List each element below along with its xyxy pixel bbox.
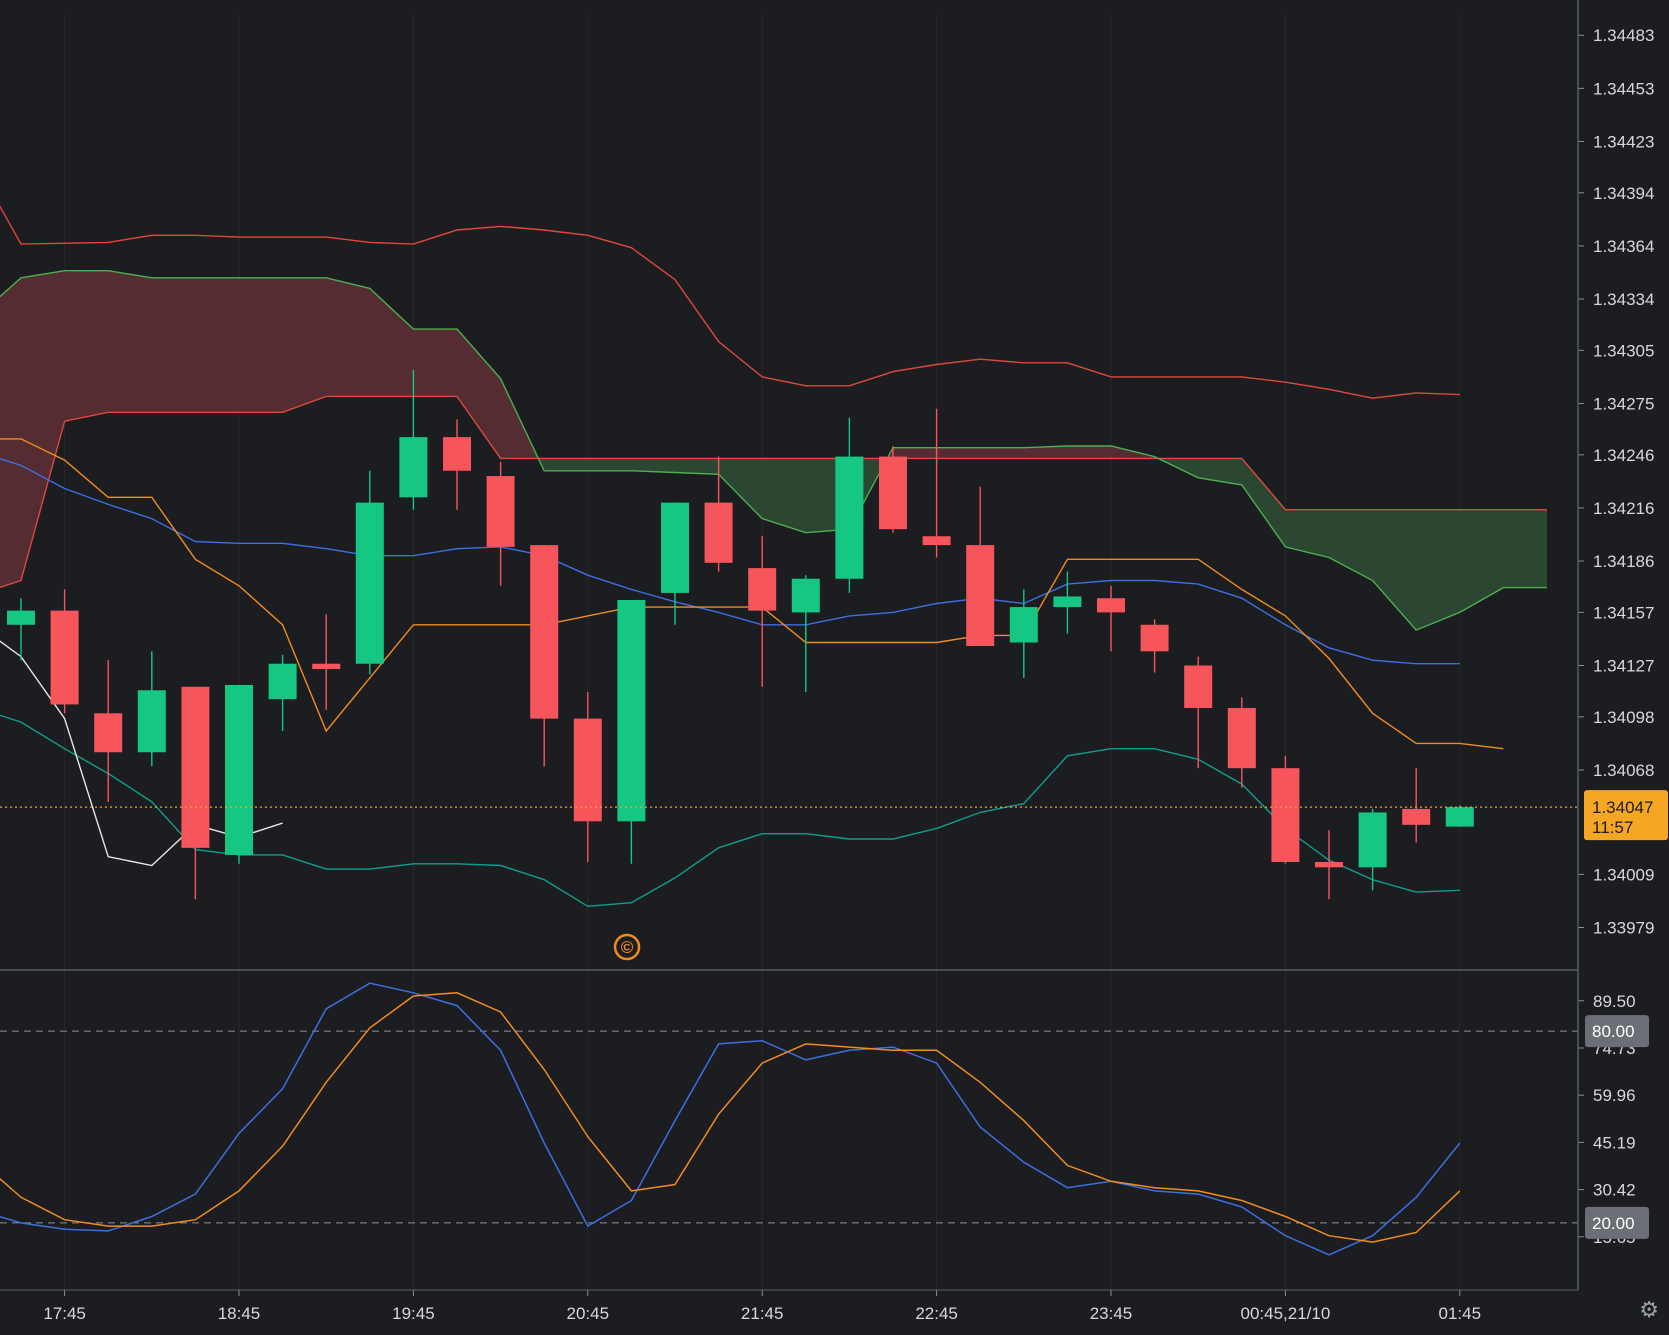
- candle-down: [1140, 624, 1169, 652]
- candle-down: [1315, 862, 1343, 868]
- candle-down: [1227, 707, 1256, 769]
- time-tick-label: 23:45: [1090, 1304, 1133, 1323]
- candle-down: [1184, 665, 1213, 708]
- bollinger-upper-line: [0, 205, 1460, 399]
- senkou-span-a-line: [0, 270, 1547, 631]
- candlesticks: [7, 369, 1474, 900]
- candle-down: [879, 456, 907, 530]
- price-tick-label: 1.34127: [1593, 656, 1654, 675]
- candle-up: [617, 599, 646, 822]
- time-tick-label: 19:45: [392, 1304, 435, 1323]
- price-tick-label: 1.34423: [1593, 132, 1654, 151]
- cloud-bearish: [882, 446, 1155, 469]
- candle-down: [922, 536, 951, 546]
- candle-up: [7, 610, 35, 625]
- candle-down: [1402, 808, 1431, 825]
- senkou-span-b-line: [0, 395, 1547, 589]
- current-price-label: 1.34047: [1592, 798, 1653, 817]
- countdown-label: 11:57: [1592, 818, 1633, 837]
- price-tick-label: 1.34305: [1593, 341, 1654, 360]
- candle-down: [312, 663, 341, 670]
- candle-up: [835, 456, 864, 579]
- bollinger-lower-line: [0, 714, 1460, 908]
- time-tick-label: 00:45,21/10: [1240, 1304, 1330, 1323]
- event-marker-icon: [613, 933, 641, 961]
- candle-down: [530, 545, 559, 719]
- time-tick-label: 22:45: [915, 1304, 958, 1323]
- cloud-bearish: [0, 270, 534, 588]
- candle-down: [748, 568, 777, 611]
- stochastic-d-line: [0, 992, 1461, 1243]
- time-axis[interactable]: 17:45 18:45 19:45 20:45 21:45 22:45 23:45 00:45…: [43, 1290, 1481, 1323]
- stochastic-tick-label: 30.42: [1593, 1181, 1636, 1200]
- candle-up: [399, 437, 428, 498]
- time-tick-label: 21:45: [741, 1304, 784, 1323]
- price-tick-label: 1.33979: [1593, 919, 1654, 938]
- candle-down: [1097, 598, 1125, 613]
- price-tick-label: 1.34009: [1593, 865, 1654, 884]
- price-tick-label: 1.34483: [1593, 26, 1654, 45]
- candle-down: [181, 686, 210, 848]
- candle-down: [50, 610, 79, 705]
- candle-up: [137, 690, 166, 753]
- candle-down: [443, 437, 471, 471]
- price-tick-label: 1.34453: [1593, 79, 1654, 98]
- candle-up: [225, 684, 253, 855]
- candle-up: [1009, 607, 1038, 643]
- indicator-lines: [0, 205, 1547, 908]
- price-axis[interactable]: 1.34483 1.34453 1.34423 1.34394 1.34364 1.343…: [1578, 26, 1654, 938]
- time-tick-label: 17:45: [43, 1304, 86, 1323]
- candle-up: [791, 578, 820, 613]
- candle-down: [573, 718, 602, 822]
- candle-down: [94, 713, 123, 753]
- level-badge-label: 20.00: [1592, 1214, 1635, 1233]
- level-badge: [1585, 1206, 1649, 1239]
- stochastic-tick-label: 45.19: [1593, 1133, 1636, 1152]
- price-tick-label: 1.34068: [1593, 761, 1654, 780]
- price-tick-label: 1.34275: [1593, 394, 1654, 413]
- cloud-bullish: [533, 447, 883, 533]
- kijun-line: [0, 438, 1504, 750]
- price-tick-label: 1.34098: [1593, 708, 1654, 727]
- candle-up: [268, 663, 297, 700]
- stochastic-k-line: [0, 982, 1461, 1256]
- settings-gear-icon[interactable]: ⚙: [1639, 1298, 1659, 1323]
- stochastic-tick-label: 59.96: [1593, 1086, 1636, 1105]
- candle-up: [1445, 807, 1474, 827]
- price-tick-label: 1.34364: [1593, 237, 1654, 256]
- price-tick-label: 1.34246: [1593, 446, 1654, 465]
- stochastic-tick-label: 89.50: [1593, 992, 1636, 1011]
- level-badge-label: 80.00: [1592, 1022, 1635, 1041]
- event-marker-label: ©: [621, 938, 634, 957]
- time-tick-label: 01:45: [1439, 1304, 1482, 1323]
- time-tick-label: 20:45: [567, 1304, 610, 1323]
- level-badge: [1585, 1015, 1649, 1048]
- candle-up: [355, 502, 384, 664]
- price-tick-label: 1.34157: [1593, 603, 1654, 622]
- candle-down: [704, 502, 733, 563]
- price-tick-label: 1.34334: [1593, 290, 1654, 309]
- price-tick-label: 1.34394: [1593, 184, 1654, 203]
- candle-down: [966, 545, 995, 647]
- candle-up: [1053, 596, 1082, 608]
- price-tick-label: 1.34186: [1593, 552, 1654, 571]
- candle-down: [486, 476, 515, 547]
- price-tick-label: 1.34216: [1593, 499, 1654, 518]
- time-tick-label: 18:45: [218, 1304, 261, 1323]
- candle-up: [1358, 812, 1387, 868]
- candle-up: [661, 502, 689, 593]
- candle-down: [1271, 768, 1300, 863]
- current-price-badge: [1584, 790, 1668, 841]
- tenkan-line: [0, 457, 1460, 665]
